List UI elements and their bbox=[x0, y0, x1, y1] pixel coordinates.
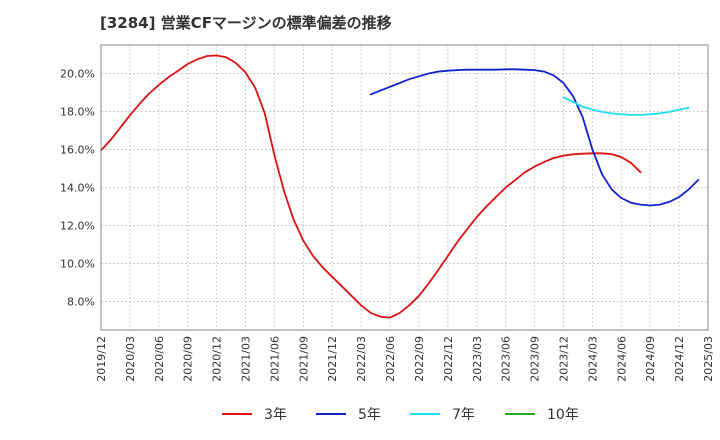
y-tick-label: 10.0% bbox=[60, 258, 95, 271]
chart-title: [3284] 営業CFマージンの標準偏差の推移 bbox=[100, 14, 392, 32]
legend-label: 10年 bbox=[547, 407, 579, 423]
x-tick-label: 2020/03 bbox=[124, 336, 137, 382]
y-tick-label: 16.0% bbox=[60, 144, 95, 157]
x-tick-label: 2021/06 bbox=[268, 336, 281, 382]
x-tick-label: 2021/12 bbox=[326, 336, 339, 382]
y-tick-label: 14.0% bbox=[60, 182, 95, 195]
x-tick-label: 2023/12 bbox=[557, 336, 570, 382]
legend-label: 3年 bbox=[264, 407, 287, 423]
x-tick-label: 2020/06 bbox=[153, 336, 166, 382]
x-tick-label: 2024/09 bbox=[644, 336, 657, 382]
x-tick-label: 2022/09 bbox=[413, 336, 426, 382]
x-tick-label: 2020/12 bbox=[211, 336, 224, 382]
y-tick-label: 12.0% bbox=[60, 220, 95, 233]
y-tick-label: 18.0% bbox=[60, 106, 95, 119]
grid-layer bbox=[100, 45, 709, 330]
legend-layer: 3年 5年 7年 10年 bbox=[222, 407, 579, 423]
x-tick-label: 2020/09 bbox=[182, 336, 195, 382]
x-tick-label: 2025/03 bbox=[702, 336, 715, 382]
x-tick-label: 2024/03 bbox=[586, 336, 599, 382]
series-line-1 bbox=[100, 54, 642, 319]
x-tick-label: 2024/06 bbox=[615, 336, 628, 382]
x-tick-label: 2019/12 bbox=[95, 336, 108, 382]
x-tick-label: 2023/09 bbox=[529, 336, 542, 382]
x-tick-label: 2023/03 bbox=[471, 336, 484, 382]
plot-frame bbox=[100, 44, 709, 331]
y-tick-label: 8.0% bbox=[67, 296, 95, 309]
series-layer bbox=[100, 54, 700, 319]
legend-label: 7年 bbox=[452, 407, 475, 423]
axis-layer: 8.0% 10.0% 12.0% 14.0% 16.0% 18.0% 20.0% 2019/1… bbox=[60, 44, 715, 382]
x-tick-label: 2021/03 bbox=[240, 336, 253, 382]
x-tick-label: 2024/12 bbox=[673, 336, 686, 382]
legend-label: 5年 bbox=[358, 407, 381, 423]
x-tick-label: 2022/12 bbox=[442, 336, 455, 382]
series-line-3 bbox=[562, 96, 690, 116]
x-tick-label: 2022/03 bbox=[355, 336, 368, 382]
x-tick-label: 2022/06 bbox=[384, 336, 397, 382]
x-tick-label: 2021/09 bbox=[297, 336, 310, 382]
x-tick-label: 2023/06 bbox=[500, 336, 513, 382]
y-tick-label: 20.0% bbox=[60, 68, 95, 81]
series-line-2 bbox=[369, 68, 700, 207]
